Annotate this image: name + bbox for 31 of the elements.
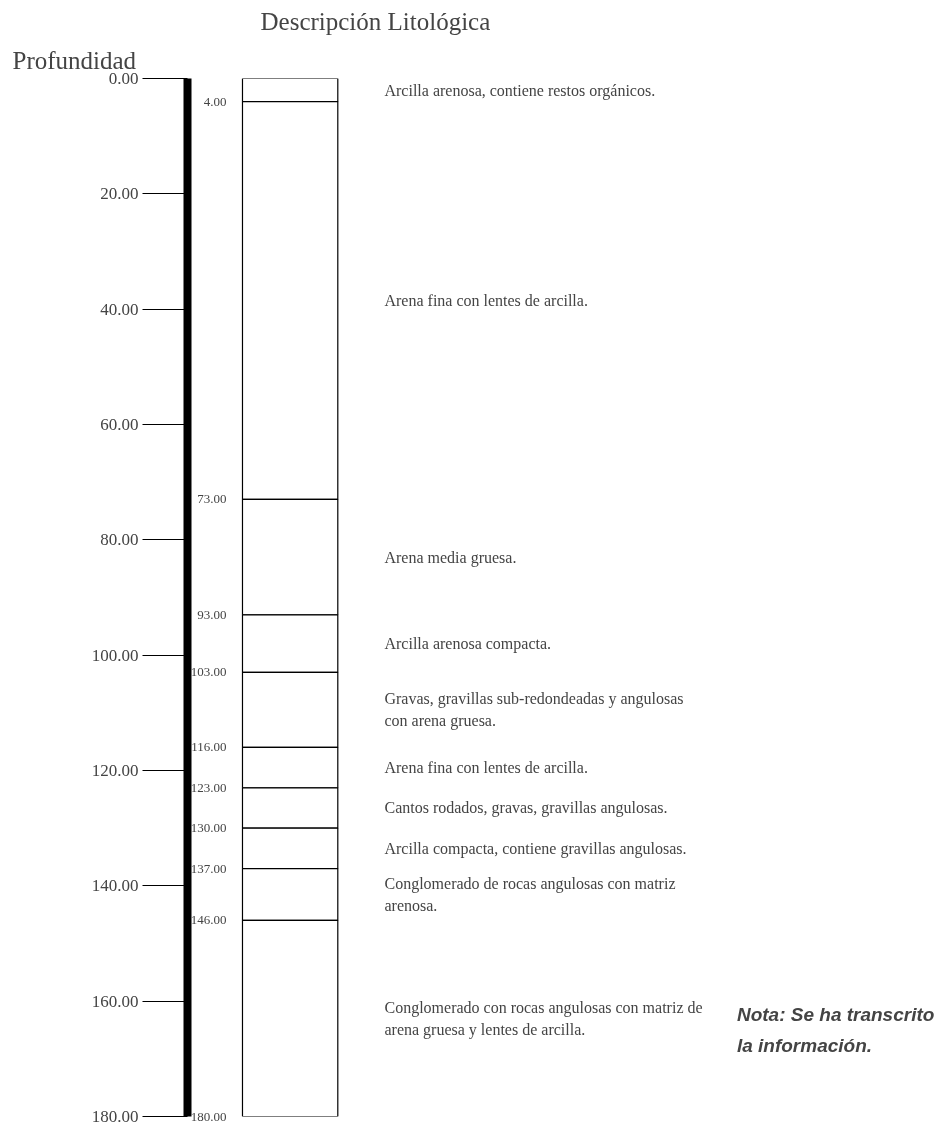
text: Conglomerado con rocas angulosas con matriz de arena gruesa y lentes de arcilla. bbox=[384, 998, 703, 1040]
y-tick-label: 60.00 bbox=[100, 415, 139, 434]
y2-tick-label: 130.00 bbox=[190, 820, 227, 836]
y-tick-label: 160.00 bbox=[91, 991, 139, 1011]
y-tick-label: 40.00 bbox=[100, 299, 139, 319]
text: Arcilla arenosa compacta. bbox=[384, 635, 552, 654]
y-tick-label: 80.00 bbox=[100, 530, 139, 550]
text: Arcilla compacta, contiene gravillas angulosas. bbox=[384, 839, 687, 858]
text: Arcilla arenosa, contiene restos orgánicos. bbox=[384, 81, 656, 100]
y2-tick-label: 123.00 bbox=[190, 779, 227, 795]
y2-tick-label: 180.00 bbox=[190, 1108, 227, 1124]
y-tick-label: 180.00 bbox=[91, 1107, 139, 1126]
y2-tick-label: 93.00 bbox=[197, 606, 227, 622]
text: Cantos rodados, gravas, gravillas angulosas. bbox=[384, 799, 668, 818]
text: Arena media gruesa. bbox=[384, 548, 517, 567]
y2-tick-label: 137.00 bbox=[190, 860, 227, 876]
y-tick-label: 120.00 bbox=[91, 761, 139, 780]
y-tick-label: 140.00 bbox=[91, 876, 139, 896]
text: Gravas, gravillas sub-redondeadas y angulosas con arena gruesa. bbox=[384, 690, 684, 731]
y2-tick-label: 103.00 bbox=[190, 664, 227, 680]
chart-title: Descripción Litológica bbox=[260, 7, 491, 35]
text: Nota: Se ha transcrito la información. bbox=[736, 1003, 935, 1057]
y-tick-label: 100.00 bbox=[91, 645, 139, 665]
text: Arena fina con lentes de arcilla. bbox=[384, 759, 588, 777]
y2-tick-label: 146.00 bbox=[190, 912, 227, 928]
text: Conglomerado de rocas angulosas con matriz arenosa. bbox=[384, 874, 676, 915]
y2-tick-label: 73.00 bbox=[197, 491, 227, 507]
text: Arena fina con lentes de arcilla. bbox=[384, 292, 588, 310]
y2-tick-label: 116.00 bbox=[191, 739, 227, 755]
y-tick-label: 20.00 bbox=[100, 184, 139, 204]
y2-tick-label: 4.00 bbox=[203, 93, 227, 109]
